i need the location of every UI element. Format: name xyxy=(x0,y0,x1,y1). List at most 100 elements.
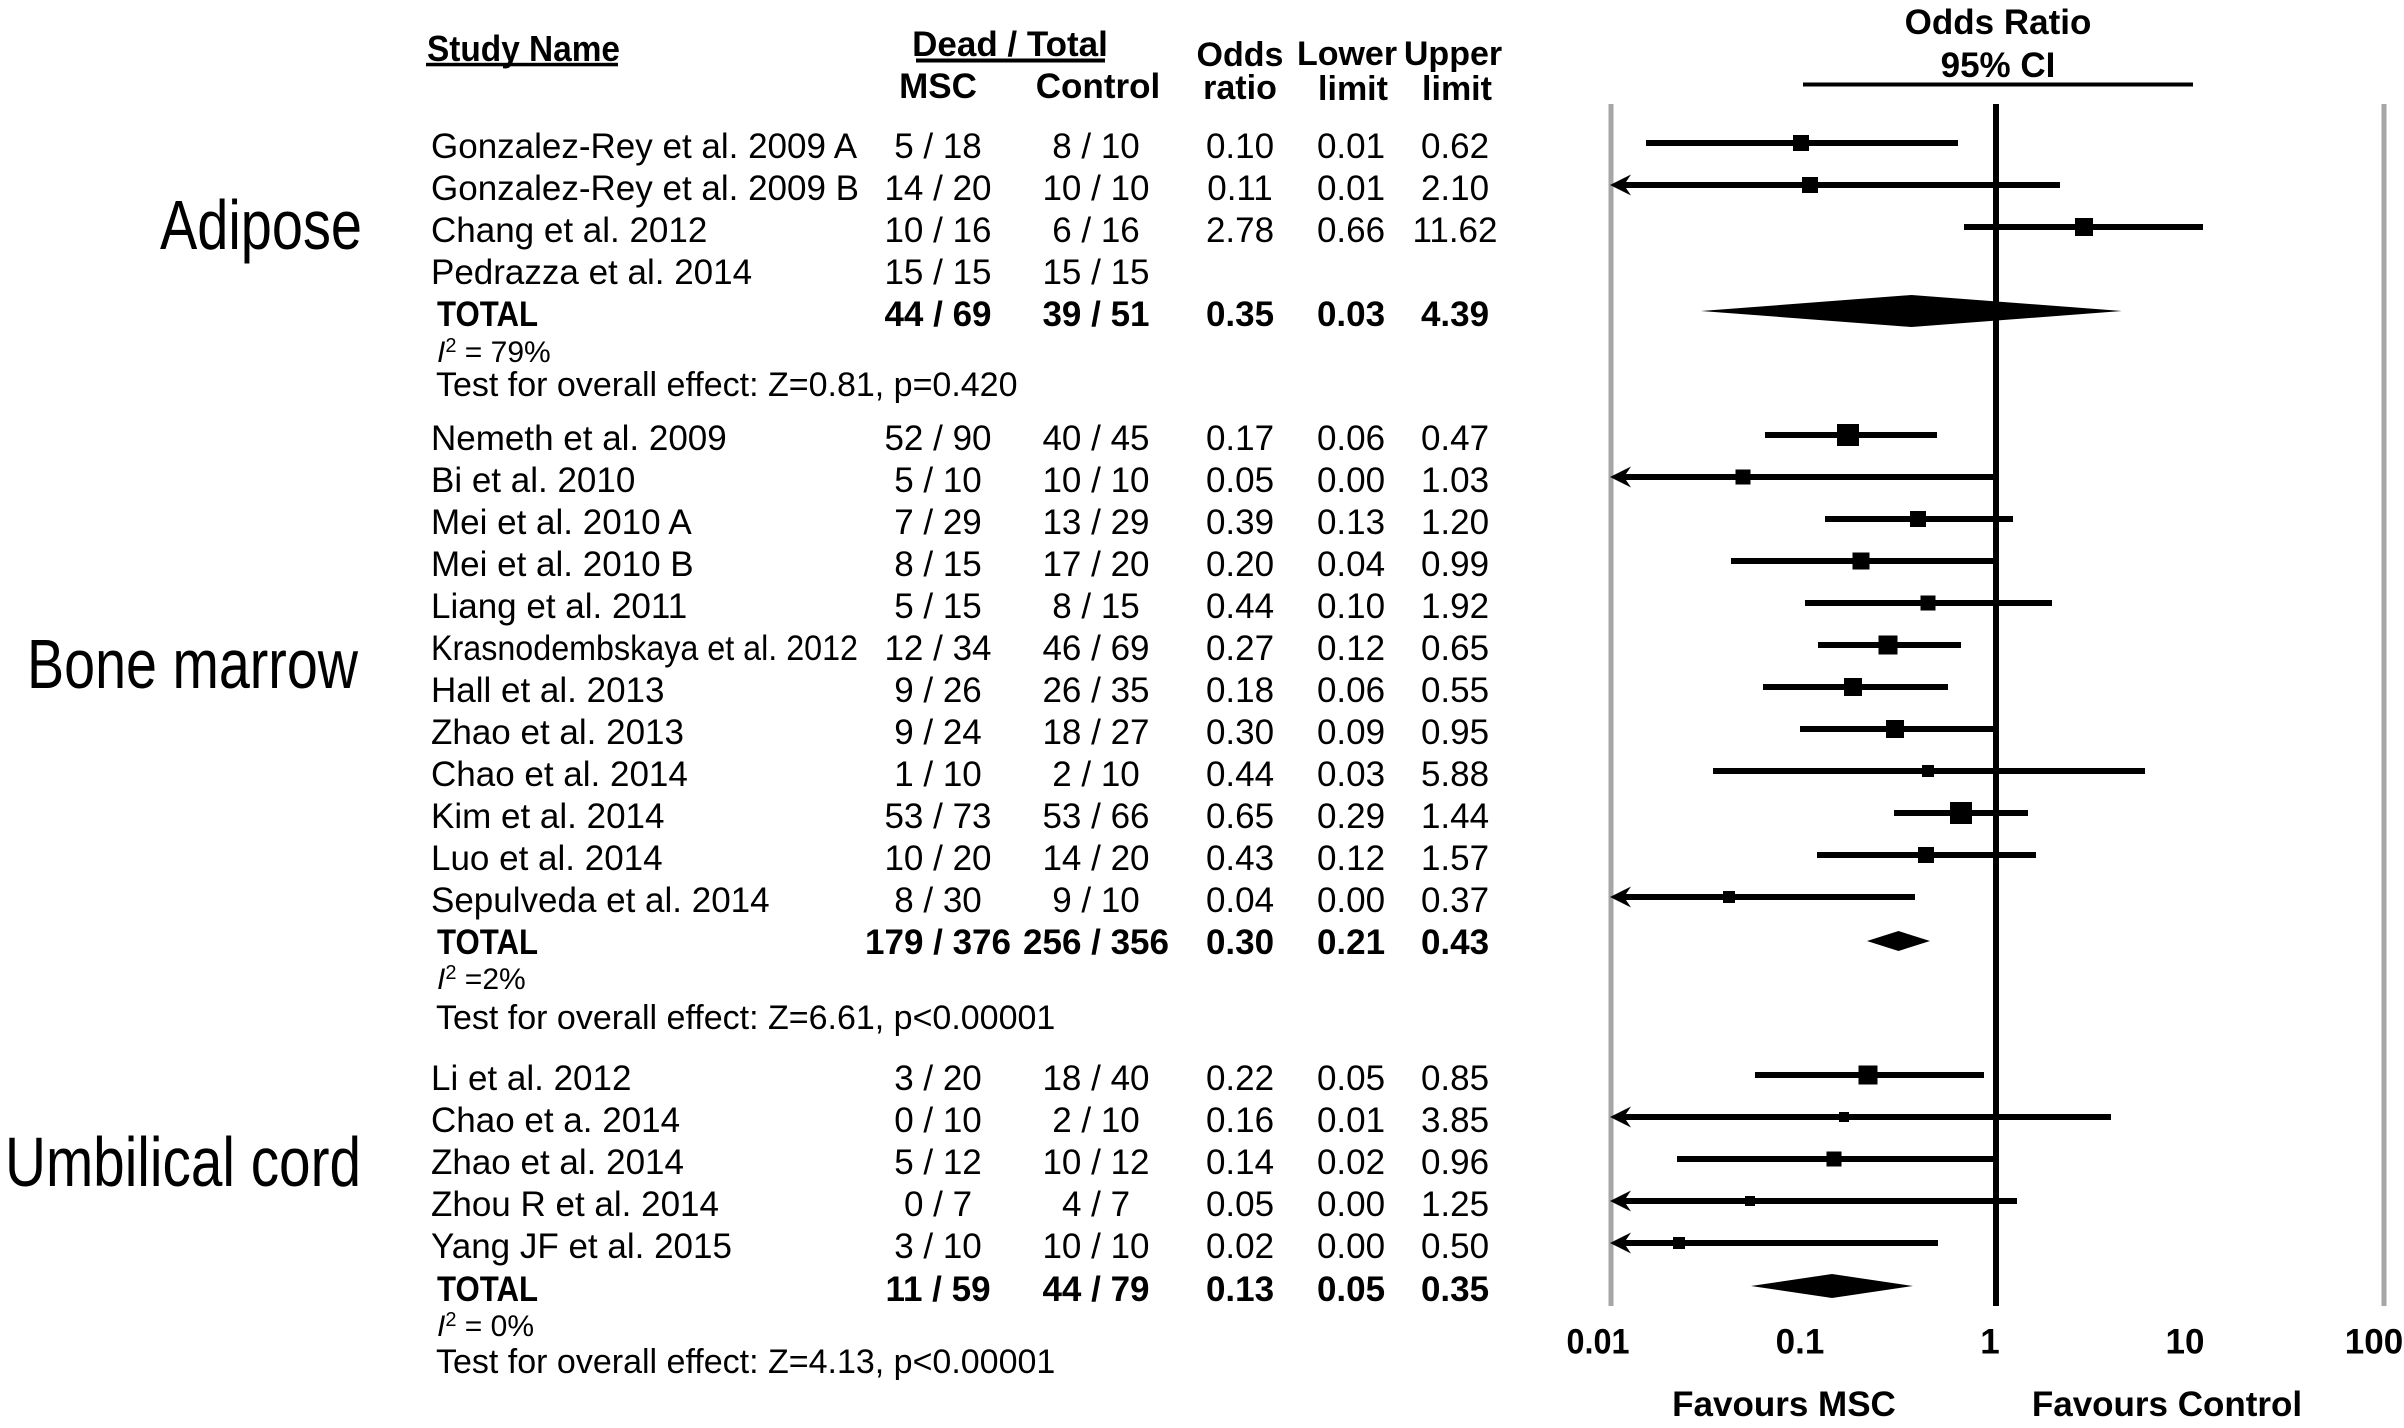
svg-text:0.21: 0.21 xyxy=(1317,923,1385,962)
svg-text:0.30: 0.30 xyxy=(1206,923,1274,962)
svg-text:3 / 10: 3 / 10 xyxy=(894,1227,982,1266)
svg-text:0.43: 0.43 xyxy=(1421,923,1489,962)
svg-text:256 / 356: 256 / 356 xyxy=(1023,923,1169,962)
svg-text:Favours MSC: Favours MSC xyxy=(1672,1385,1896,1424)
svg-text:10 / 10: 10 / 10 xyxy=(1042,1227,1149,1266)
svg-text:Zhou R et al. 2014: Zhou R et al. 2014 xyxy=(431,1185,719,1224)
svg-text:Chao et a. 2014: Chao et a. 2014 xyxy=(431,1101,680,1140)
svg-text:0.62: 0.62 xyxy=(1421,127,1489,166)
svg-text:Umbilical cord: Umbilical cord xyxy=(5,1123,361,1201)
svg-text:0.10: 0.10 xyxy=(1317,587,1385,626)
svg-text:Odds Ratio: Odds Ratio xyxy=(1905,3,2092,42)
svg-text:2.78: 2.78 xyxy=(1206,211,1274,250)
svg-text:2.10: 2.10 xyxy=(1421,169,1489,208)
svg-text:Li et al. 2012: Li et al. 2012 xyxy=(431,1059,631,1098)
svg-text:0.20: 0.20 xyxy=(1206,545,1274,584)
svg-text:0.14: 0.14 xyxy=(1206,1143,1274,1182)
svg-text:Luo et al. 2014: Luo et al. 2014 xyxy=(431,839,663,878)
svg-text:0.47: 0.47 xyxy=(1421,419,1489,458)
svg-text:0.05: 0.05 xyxy=(1206,1185,1274,1224)
svg-text:1.44: 1.44 xyxy=(1421,797,1489,836)
svg-text:0.18: 0.18 xyxy=(1206,671,1274,710)
svg-text:10 / 20: 10 / 20 xyxy=(884,839,991,878)
svg-text:18 / 40: 18 / 40 xyxy=(1042,1059,1149,1098)
svg-text:0.01: 0.01 xyxy=(1317,127,1385,166)
svg-text:Pedrazza et al. 2014: Pedrazza et al. 2014 xyxy=(431,253,752,292)
svg-text:0.05: 0.05 xyxy=(1317,1059,1385,1098)
svg-text:0.01: 0.01 xyxy=(1317,1101,1385,1140)
svg-text:Gonzalez-Rey et al. 2009 A: Gonzalez-Rey et al. 2009 A xyxy=(431,127,858,166)
svg-text:10 / 10: 10 / 10 xyxy=(1042,461,1149,500)
svg-text:0.12: 0.12 xyxy=(1317,839,1385,878)
svg-text:10 / 16: 10 / 16 xyxy=(884,211,991,250)
svg-text:Test for overall effect: Z=4.1: Test for overall effect: Z=4.13, p<0.000… xyxy=(436,1343,1055,1381)
svg-text:0.37: 0.37 xyxy=(1421,881,1489,920)
svg-text:1.57: 1.57 xyxy=(1421,839,1489,878)
svg-text:1.92: 1.92 xyxy=(1421,587,1489,626)
svg-text:Adipose: Adipose xyxy=(160,186,362,264)
svg-text:14 / 20: 14 / 20 xyxy=(884,169,991,208)
svg-text:0.27: 0.27 xyxy=(1206,629,1274,668)
svg-text:40 / 45: 40 / 45 xyxy=(1042,419,1149,458)
svg-text:3 / 20: 3 / 20 xyxy=(894,1059,982,1098)
svg-text:1.25: 1.25 xyxy=(1421,1185,1489,1224)
svg-text:0.02: 0.02 xyxy=(1317,1143,1385,1182)
svg-text:TOTAL: TOTAL xyxy=(437,923,538,962)
svg-text:I2 = 0%: I2 = 0% xyxy=(437,1309,534,1343)
svg-text:14 / 20: 14 / 20 xyxy=(1042,839,1149,878)
svg-text:0.06: 0.06 xyxy=(1317,671,1385,710)
svg-text:0.05: 0.05 xyxy=(1317,1270,1385,1309)
svg-text:0.99: 0.99 xyxy=(1421,545,1489,584)
svg-text:179 / 376: 179 / 376 xyxy=(865,923,1011,962)
svg-text:15 / 15: 15 / 15 xyxy=(1042,253,1149,292)
svg-text:9 / 26: 9 / 26 xyxy=(894,671,982,710)
svg-text:1.03: 1.03 xyxy=(1421,461,1489,500)
svg-text:46 / 69: 46 / 69 xyxy=(1042,629,1149,668)
svg-text:9 / 10: 9 / 10 xyxy=(1052,881,1140,920)
svg-text:0.00: 0.00 xyxy=(1317,461,1385,500)
svg-text:8 / 10: 8 / 10 xyxy=(1052,127,1140,166)
svg-text:10 / 12: 10 / 12 xyxy=(1042,1143,1149,1182)
svg-text:0.12: 0.12 xyxy=(1317,629,1385,668)
svg-text:5 / 15: 5 / 15 xyxy=(894,587,982,626)
svg-text:11 / 59: 11 / 59 xyxy=(885,1270,990,1309)
svg-text:Zhao et al. 2013: Zhao et al. 2013 xyxy=(431,713,684,752)
svg-text:26 / 35: 26 / 35 xyxy=(1042,671,1149,710)
svg-text:11.62: 11.62 xyxy=(1413,211,1498,250)
svg-text:52 / 90: 52 / 90 xyxy=(884,419,991,458)
svg-text:TOTAL: TOTAL xyxy=(437,295,538,334)
svg-text:3.85: 3.85 xyxy=(1421,1101,1489,1140)
svg-text:Bi et al. 2010: Bi et al. 2010 xyxy=(431,461,635,500)
svg-text:0.02: 0.02 xyxy=(1206,1227,1274,1266)
svg-text:0.30: 0.30 xyxy=(1206,713,1274,752)
svg-text:0.65: 0.65 xyxy=(1421,629,1489,668)
svg-text:13 / 29: 13 / 29 xyxy=(1042,503,1149,542)
svg-text:4 / 7: 4 / 7 xyxy=(1062,1185,1130,1224)
svg-text:8 / 30: 8 / 30 xyxy=(894,881,982,920)
svg-text:Chang et al. 2012: Chang et al. 2012 xyxy=(431,211,707,250)
svg-text:1 / 10: 1 / 10 xyxy=(894,755,982,794)
svg-text:limit: limit xyxy=(1318,70,1388,108)
svg-text:0.01: 0.01 xyxy=(1567,1323,1630,1362)
svg-text:0 / 7: 0 / 7 xyxy=(904,1185,972,1224)
svg-text:1: 1 xyxy=(1980,1323,1999,1362)
svg-text:TOTAL: TOTAL xyxy=(437,1270,538,1309)
svg-text:0.35: 0.35 xyxy=(1206,295,1274,334)
svg-text:Gonzalez-Rey et al. 2009 B: Gonzalez-Rey et al. 2009 B xyxy=(431,169,859,208)
svg-text:Nemeth et al. 2009: Nemeth et al. 2009 xyxy=(431,419,727,458)
svg-text:Lower: Lower xyxy=(1297,35,1397,73)
svg-text:9 / 24: 9 / 24 xyxy=(894,713,982,752)
svg-text:0.04: 0.04 xyxy=(1317,545,1385,584)
svg-text:Study Name: Study Name xyxy=(427,28,620,69)
svg-text:0.43: 0.43 xyxy=(1206,839,1274,878)
svg-text:Krasnodembskaya et al. 2012: Krasnodembskaya et al. 2012 xyxy=(431,629,858,668)
svg-text:5 / 18: 5 / 18 xyxy=(894,127,982,166)
svg-text:0.03: 0.03 xyxy=(1317,755,1385,794)
svg-text:0.11: 0.11 xyxy=(1207,169,1273,208)
svg-text:0.66: 0.66 xyxy=(1317,211,1385,250)
svg-text:53 / 73: 53 / 73 xyxy=(884,797,991,836)
svg-text:0.10: 0.10 xyxy=(1206,127,1274,166)
svg-text:1.20: 1.20 xyxy=(1421,503,1489,542)
svg-text:Sepulveda et al. 2014: Sepulveda et al. 2014 xyxy=(431,881,770,920)
svg-text:Test for overall effect: Z=0.8: Test for overall effect: Z=0.81, p=0.420 xyxy=(436,366,1018,404)
